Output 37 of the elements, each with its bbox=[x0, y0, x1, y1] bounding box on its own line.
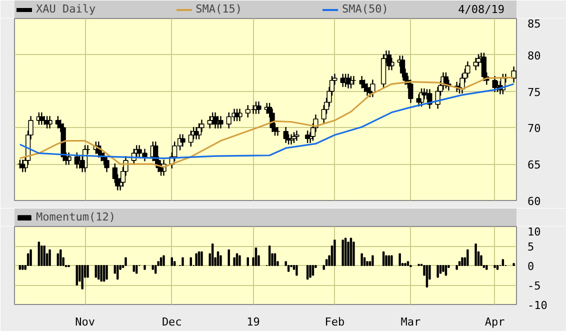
candlestick bbox=[226, 112, 232, 130]
x-tick-label: 19 bbox=[246, 316, 260, 328]
candlestick bbox=[180, 134, 186, 148]
candlestick bbox=[245, 104, 250, 118]
candlestick bbox=[234, 108, 240, 122]
y-tick-label: 10 bbox=[528, 226, 541, 238]
legend-label: SMA(50) bbox=[342, 2, 388, 16]
text: 4/08/19 bbox=[458, 3, 504, 16]
candlestick bbox=[283, 126, 288, 144]
y-tick-label: 0 bbox=[528, 260, 534, 273]
y-tick-label: 75 bbox=[528, 86, 541, 99]
y-tick-label: 65 bbox=[528, 158, 541, 172]
candlestick bbox=[408, 79, 414, 104]
x-tick-label: Mar bbox=[400, 316, 421, 328]
x-tick-label: Dec bbox=[162, 316, 182, 328]
candlestick bbox=[362, 79, 368, 93]
legend-label: Momentum(12) bbox=[36, 210, 116, 224]
y-tick-label: -10 bbox=[528, 299, 548, 312]
x-tick-label: Apr bbox=[484, 316, 506, 328]
y-tick-label: 80 bbox=[528, 49, 541, 62]
x-tick-label: Nov bbox=[75, 316, 96, 328]
candlestick bbox=[104, 155, 110, 173]
candlestick bbox=[359, 75, 364, 89]
candlestick bbox=[256, 100, 262, 114]
x-tick-label: Feb bbox=[324, 316, 345, 328]
y-tick-label: 5 bbox=[528, 240, 534, 254]
y-tick-label: 85 bbox=[528, 18, 541, 30]
candlestick bbox=[465, 60, 470, 78]
candlestick bbox=[294, 130, 300, 142]
legend-label: XAU Daily bbox=[36, 2, 96, 16]
y-tick-label: -5 bbox=[528, 280, 541, 292]
candlestick bbox=[473, 57, 478, 71]
y-tick-label: 70 bbox=[528, 122, 541, 136]
legend-label: SMA(15) bbox=[196, 2, 242, 16]
candlestick bbox=[188, 130, 194, 148]
y-tick-label: 60 bbox=[528, 195, 541, 208]
candlestick bbox=[55, 115, 60, 130]
